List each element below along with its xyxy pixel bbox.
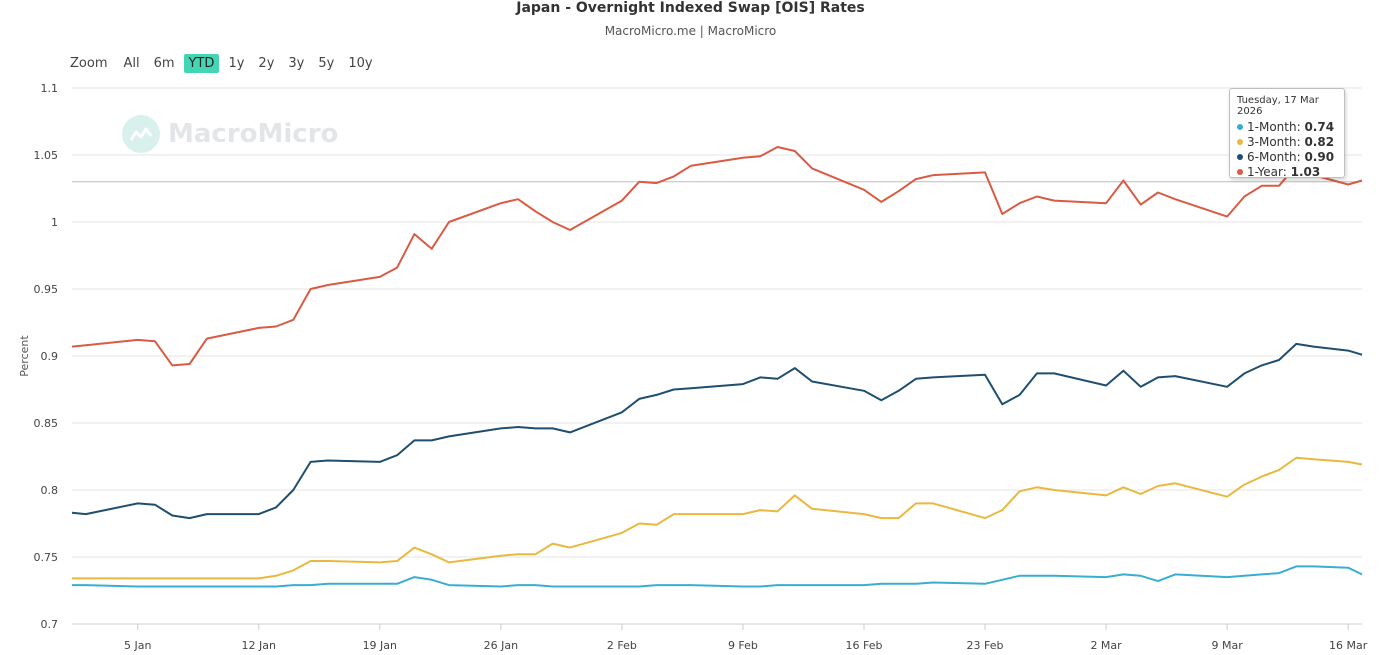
x-axis-ticks: 5 Jan 12 Jan 19 Jan 26 Jan 2 Feb 9 Feb 16 Feb 2… <box>124 624 1368 652</box>
tooltip-value: 0.90 <box>1304 150 1335 164</box>
x-tick-label: 23 Feb <box>967 639 1004 652</box>
x-tick-label: 16 Mar <box>1329 639 1368 652</box>
zoom-bar: Zoom All 6m YTD 1y 2y 3y 5y 10y <box>68 54 382 73</box>
zoom-1y-button[interactable]: 1y <box>228 56 245 71</box>
series-dot-icon <box>1237 138 1243 145</box>
x-tick-label: 19 Jan <box>363 639 397 652</box>
tooltip-label: 3-Month: <box>1247 135 1301 149</box>
zoom-6m-button[interactable]: 6m <box>153 56 175 71</box>
zoom-5y-button[interactable]: 5y <box>318 56 335 71</box>
tooltip: Tuesday, 17 Mar 2026 1-Month: 0.74 3-Mon… <box>1229 88 1345 180</box>
tooltip-row-1-year: 1-Year: 1.03 <box>1237 165 1337 180</box>
y-tick-label: 0.85 <box>34 417 59 430</box>
tooltip-value: 0.82 <box>1304 135 1335 149</box>
y-tick-label: 0.75 <box>34 551 59 564</box>
series-dot-icon <box>1237 168 1243 175</box>
y-axis-ticks: 1.1 1.05 1 0.95 0.9 0.85 0.8 0.75 0.7 <box>34 82 59 631</box>
y-tick-label: 0.7 <box>41 618 59 631</box>
y-tick-label: 0.8 <box>41 484 59 497</box>
zoom-2y-button[interactable]: 2y <box>258 56 275 71</box>
x-tick-label: 2 Feb <box>607 639 637 652</box>
x-tick-label: 16 Feb <box>845 639 882 652</box>
series-line-3-month <box>72 456 1363 580</box>
x-tick-label: 9 Feb <box>728 639 758 652</box>
chart-title: Japan - Overnight Indexed Swap [OIS] Rat… <box>516 0 865 16</box>
zoom-10y-button[interactable]: 10y <box>348 56 373 71</box>
tooltip-date: Tuesday, 17 Mar 2026 <box>1237 95 1319 117</box>
tooltip-row-3-month: 3-Month: 0.82 <box>1237 135 1337 150</box>
y-tick-label: 1.1 <box>41 82 59 95</box>
x-tick-label: 5 Jan <box>124 639 151 652</box>
series-dot-icon <box>1237 123 1243 130</box>
x-tick-label: 26 Jan <box>484 639 518 652</box>
zoom-3y-button[interactable]: 3y <box>288 56 305 71</box>
tooltip-label: 6-Month: <box>1247 150 1301 164</box>
tooltip-row-6-month: 6-Month: 0.90 <box>1237 150 1337 165</box>
y-tick-label: 1.05 <box>34 149 59 162</box>
y-tick-label: 0.95 <box>34 283 59 296</box>
y-tick-label: 1 <box>51 216 58 229</box>
watermark-text: MacroMicro <box>168 119 339 149</box>
tooltip-value: 1.03 <box>1290 165 1321 179</box>
grid-lines <box>72 87 1362 625</box>
series-line-1-month <box>72 565 1363 588</box>
zoom-label: Zoom <box>70 56 108 71</box>
series-line-1-year <box>71 146 1363 367</box>
chart-subtitle: MacroMicro.me | MacroMicro <box>604 24 777 38</box>
tooltip-label: 1-Year: <box>1247 165 1287 179</box>
zoom-ytd-button[interactable]: YTD <box>183 54 220 73</box>
tooltip-label: 1-Month: <box>1247 120 1301 134</box>
macromicro-logo-icon <box>122 115 160 153</box>
y-axis-label: Percent <box>18 335 31 377</box>
watermark: MacroMicro <box>122 115 338 153</box>
tooltip-row-1-month: 1-Month: 0.74 <box>1237 120 1337 135</box>
series-line-6-month <box>71 342 1363 520</box>
x-tick-label: 9 Mar <box>1211 639 1243 652</box>
x-tick-label: 2 Mar <box>1090 639 1122 652</box>
series-lines <box>71 146 1363 588</box>
x-tick-label: 12 Jan <box>242 639 276 652</box>
zoom-all-button[interactable]: All <box>123 56 140 71</box>
tooltip-value: 0.74 <box>1304 120 1335 134</box>
series-dot-icon <box>1237 153 1243 160</box>
y-tick-label: 0.9 <box>41 350 59 363</box>
